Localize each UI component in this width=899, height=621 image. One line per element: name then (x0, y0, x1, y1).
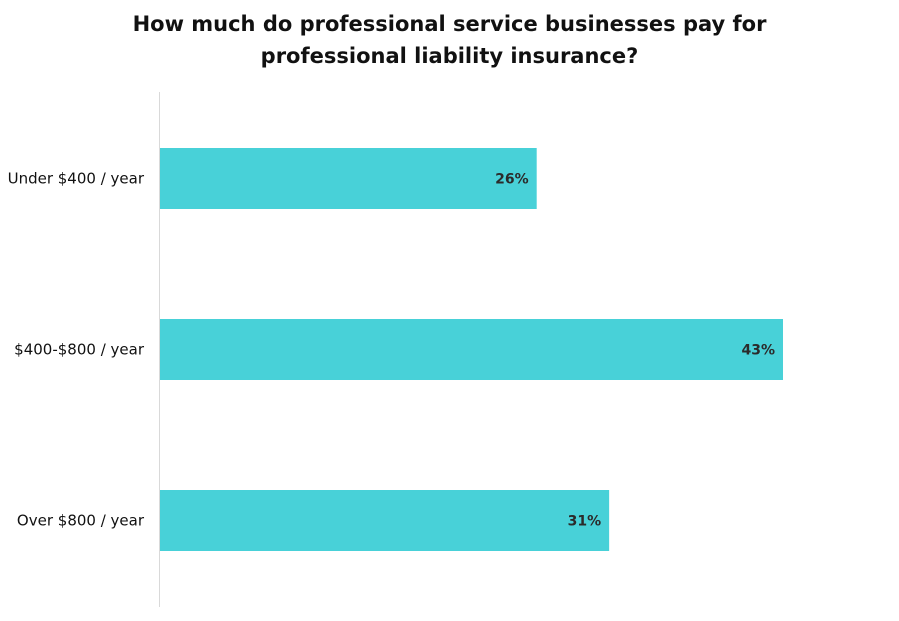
category-label-3: Over $800 / year (17, 512, 145, 530)
value-label-3: 31% (568, 514, 602, 530)
value-label-2: 43% (741, 343, 775, 359)
bar-1 (160, 148, 537, 209)
value-label-1: 26% (495, 172, 529, 188)
chart-title-line-1: How much do professional service busines… (132, 12, 767, 36)
bars-group: Under $400 / year 26% $400-$800 / year 43% O… (8, 148, 783, 551)
bar-2 (160, 319, 783, 380)
bar-3 (160, 490, 610, 551)
category-label-2: $400-$800 / year (14, 341, 145, 359)
chart-title-line-2: professional liability insurance? (260, 44, 639, 68)
chart-title: How much do professional service busines… (0, 8, 899, 72)
category-label-1: Under $400 / year (8, 170, 145, 188)
